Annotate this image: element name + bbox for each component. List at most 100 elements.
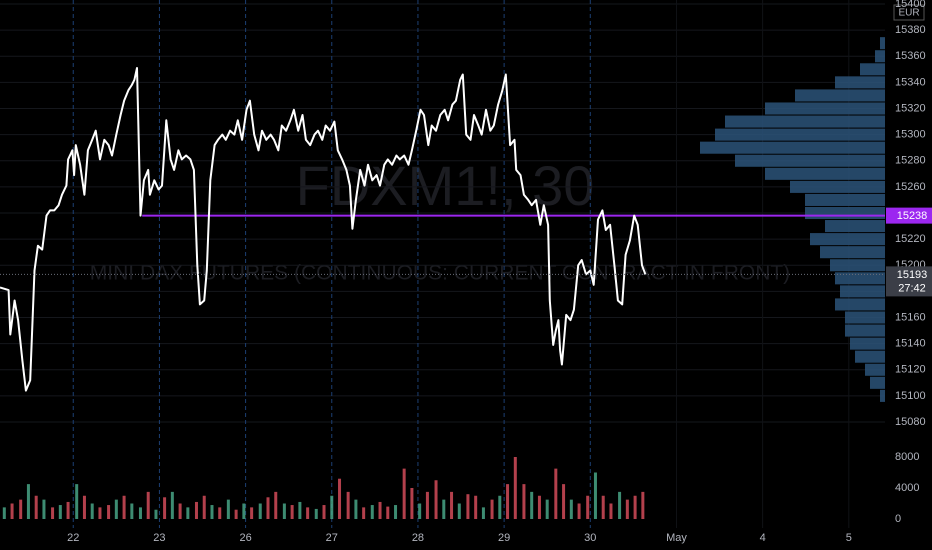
volume-bar (298, 501, 302, 519)
x-tick-label: 30 (584, 532, 596, 544)
x-tick-label: 23 (153, 532, 165, 544)
volume-bar (186, 507, 190, 519)
currency-label: EUR (898, 8, 919, 19)
volume-bar (641, 491, 645, 519)
volume-bar (618, 491, 622, 519)
volume-bar (562, 484, 566, 519)
volume-bar (26, 484, 30, 519)
x-tick-label: 5 (846, 532, 852, 544)
profile-bar (735, 154, 885, 167)
profile-bar (835, 272, 885, 285)
profile-bar (805, 206, 885, 220)
volume-bar (58, 505, 62, 519)
volume-bar (354, 499, 358, 519)
y-tick-label: 15320 (895, 102, 926, 114)
volume-bar (10, 503, 14, 519)
y-tick-label: 15100 (895, 390, 926, 402)
volume-bar (154, 509, 158, 519)
volume-bar (34, 495, 38, 519)
watermark-symbol: FDXM1!, 30 (296, 154, 595, 217)
profile-bar (840, 285, 885, 298)
volume-bar (226, 499, 230, 519)
profile-bar (820, 246, 885, 259)
y-tick-label: 15400 (895, 0, 926, 10)
volume-bar (370, 505, 374, 519)
profile-bar (850, 337, 885, 350)
volume-bar (569, 499, 573, 519)
volume-bar (346, 491, 350, 519)
volume-bar (601, 495, 605, 519)
volume-bar (586, 495, 590, 519)
last-price-label: 15193 (897, 269, 928, 281)
volume-bar (490, 499, 494, 519)
y-tick-label: 15080 (895, 416, 926, 428)
volume-bar (338, 478, 342, 519)
volume-bar (442, 499, 446, 519)
volume-bar (107, 505, 111, 519)
profile-bar (855, 350, 885, 363)
volume-bar (498, 495, 502, 519)
volume-bar (42, 499, 46, 519)
y-tick-label: 15260 (895, 181, 926, 193)
y-tick-label: 15300 (895, 129, 926, 141)
profile-bar (810, 233, 885, 246)
currency-box[interactable] (893, 4, 925, 21)
volume-bar (90, 503, 94, 519)
volume-bar (394, 505, 398, 519)
profile-bar (845, 311, 885, 324)
profile-bar (835, 298, 885, 311)
volume-bar (434, 480, 438, 519)
volume-bar (82, 495, 86, 519)
y-tick-label: 15340 (895, 76, 926, 88)
volume-bar (210, 505, 214, 519)
x-tick-label: May (666, 532, 687, 544)
volume-tick-label: 4000 (895, 482, 919, 494)
y-tick-label: 15140 (895, 338, 926, 350)
volume-bar (625, 499, 629, 519)
volume-bar (290, 505, 294, 519)
profile-bar (880, 389, 885, 402)
volume-bar (609, 503, 613, 519)
volume-bar (402, 468, 406, 519)
y-tick-label: 15220 (895, 233, 926, 245)
volume-bar (202, 495, 206, 519)
volume-bar (362, 507, 366, 519)
y-tick-label: 15360 (895, 50, 926, 62)
volume-bar (633, 495, 637, 519)
volume-bar (170, 491, 174, 519)
y-tick-label: 15160 (895, 311, 926, 323)
volume-bar (545, 499, 549, 519)
volume-bar (450, 491, 454, 519)
profile-bar (765, 167, 885, 180)
x-tick-label: 4 (760, 532, 766, 544)
volume-bar (75, 484, 79, 519)
volume-tick-label: 8000 (895, 451, 919, 463)
volume-bar (537, 495, 541, 519)
profile-bar (765, 102, 885, 115)
volume-tick-label: 0 (895, 513, 901, 525)
volume-bar (425, 491, 429, 519)
volume-bar (306, 507, 310, 519)
volume-bar (457, 503, 461, 519)
x-tick-label: 28 (412, 532, 424, 544)
volume-bar (178, 503, 182, 519)
volume-bar (19, 499, 23, 519)
volume-bar (330, 495, 334, 519)
volume-bar (410, 488, 414, 519)
volume-bar (250, 507, 254, 519)
volume-bar (66, 501, 70, 519)
y-tick-label: 15120 (895, 364, 926, 376)
volume-bar (378, 501, 382, 519)
volume-bar (577, 503, 581, 519)
volume-bar (242, 503, 246, 519)
profile-bar (715, 128, 885, 141)
volume-bar (513, 457, 517, 519)
volume-bar (98, 507, 102, 519)
hline-badge-label: 15238 (897, 210, 928, 222)
profile-bar (870, 376, 885, 389)
profile-bar (830, 259, 885, 272)
plot-area (0, 0, 885, 528)
volume-bar (530, 491, 534, 519)
profile-bar (880, 37, 885, 50)
price-line (0, 67, 647, 392)
